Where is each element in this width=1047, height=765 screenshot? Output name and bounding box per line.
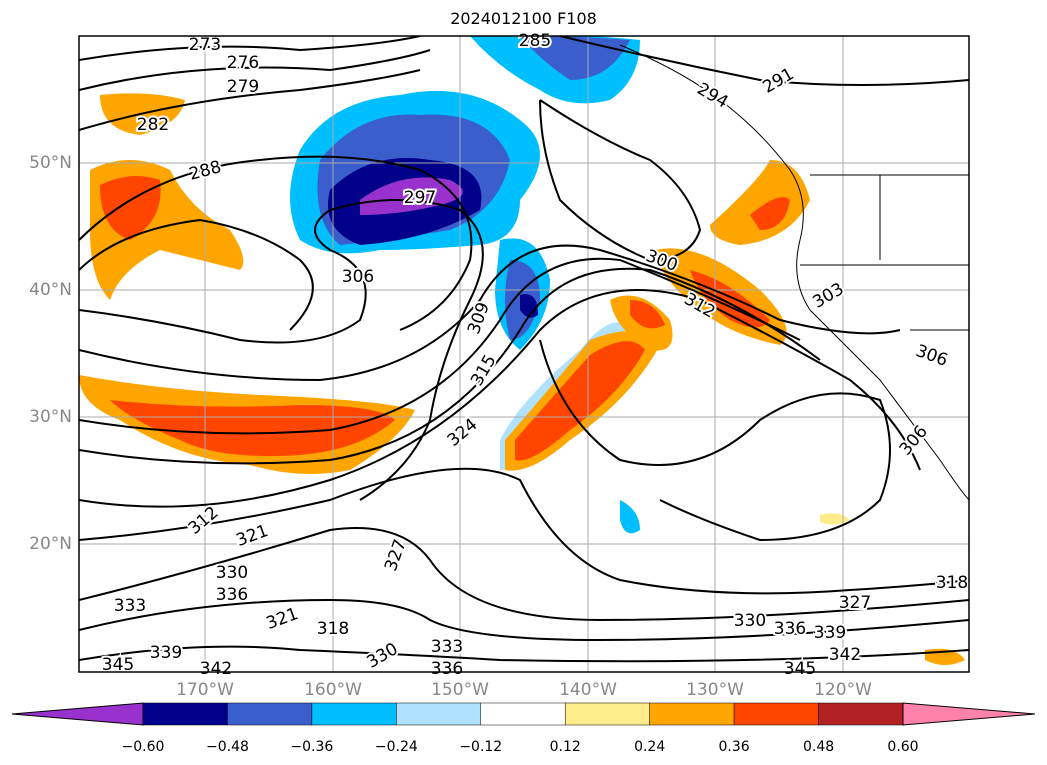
colorbar-swatch — [818, 702, 904, 726]
contour-label: 330 — [734, 611, 766, 631]
colorbar-tick-label: −0.60 — [121, 739, 165, 755]
contour-label: 327 — [381, 537, 411, 574]
contour-label: 273 — [189, 35, 221, 55]
contour-label: 321 — [264, 604, 301, 634]
contour-label: 324 — [444, 415, 482, 451]
lon-label: 160°W — [304, 680, 362, 700]
plot-frame — [78, 35, 970, 673]
contour-label: 336 — [431, 659, 463, 679]
contour-label: 345 — [784, 659, 816, 679]
lat-label: 50°N — [29, 153, 72, 173]
contour-label: 333 — [114, 596, 146, 616]
contour-label: 330 — [216, 563, 248, 583]
contour-label: 303 — [809, 279, 847, 313]
lon-label: 150°W — [431, 680, 489, 700]
colorbar-swatch — [227, 702, 313, 726]
colorbar — [11, 702, 1036, 726]
colorbar-swatch — [480, 702, 566, 726]
colorbar-tick-label: 0.12 — [549, 739, 581, 755]
colorbar-tick-label: 0.48 — [802, 739, 835, 755]
contour-label: 306 — [342, 267, 374, 287]
contour-label: 342 — [200, 659, 232, 679]
colorbar-tick-label: −0.48 — [205, 739, 249, 755]
contour-label: 294 — [693, 79, 731, 113]
graticule — [79, 36, 969, 672]
lat-label: 40°N — [29, 280, 72, 300]
colorbar-tick-label: 0.24 — [634, 739, 666, 755]
contour-label: 336 — [774, 619, 806, 639]
contour-label: 282 — [137, 115, 169, 135]
contour-label: 342 — [829, 645, 861, 665]
contour-label: 330 — [363, 639, 401, 673]
contour-label: 279 — [227, 77, 259, 97]
contour-label: 312 — [185, 503, 223, 539]
colorbar-extend-low — [11, 702, 144, 726]
contour-label: 345 — [102, 655, 134, 675]
colorbar-swatch — [396, 702, 482, 726]
lon-label: 130°W — [686, 680, 744, 700]
contour-label: 318 — [936, 573, 968, 593]
lat-label: 30°N — [29, 407, 72, 427]
colorbar-swatch — [564, 702, 650, 726]
contour-label: 291 — [759, 64, 797, 98]
map-title: 2024012100 F108 — [450, 9, 597, 28]
colorbar-tick-label: 0.36 — [718, 739, 750, 755]
contour-label: 336 — [216, 585, 248, 605]
omega-fill-layer — [79, 36, 965, 665]
contour-label: 276 — [227, 53, 259, 73]
contour-label: 315 — [467, 351, 501, 389]
lat-label: 20°N — [29, 534, 72, 554]
contour-label: 306 — [913, 341, 950, 371]
lon-label: 140°W — [559, 680, 617, 700]
lon-label: 120°W — [814, 680, 872, 700]
contour-label: 288 — [187, 157, 224, 185]
colorbar-tick-label: −0.12 — [459, 739, 503, 755]
colorbar-tick-label: 0.60 — [887, 739, 919, 755]
coastlines — [619, 44, 969, 501]
colorbar-tick-label: −0.36 — [290, 739, 334, 755]
contour-label: 285 — [519, 31, 551, 51]
lon-label: 170°W — [176, 680, 234, 700]
contour-label: 333 — [431, 637, 463, 657]
colorbar-swatch — [311, 702, 397, 726]
colorbar-extend-high — [902, 702, 1036, 726]
contour-label: 339 — [814, 623, 846, 643]
colorbar-swatch — [733, 702, 819, 726]
contour-label: 318 — [317, 619, 349, 639]
contour-label: 321 — [234, 521, 271, 551]
height-contours — [79, 36, 969, 663]
contour-label: 297 — [404, 188, 436, 208]
contour-label: 327 — [839, 593, 871, 613]
contour-label: 306 — [896, 422, 932, 460]
colorbar-tick-label: −0.24 — [374, 739, 418, 755]
colorbar-swatch — [649, 702, 735, 726]
contour-label: 339 — [150, 643, 182, 663]
colorbar-swatch — [142, 702, 228, 726]
